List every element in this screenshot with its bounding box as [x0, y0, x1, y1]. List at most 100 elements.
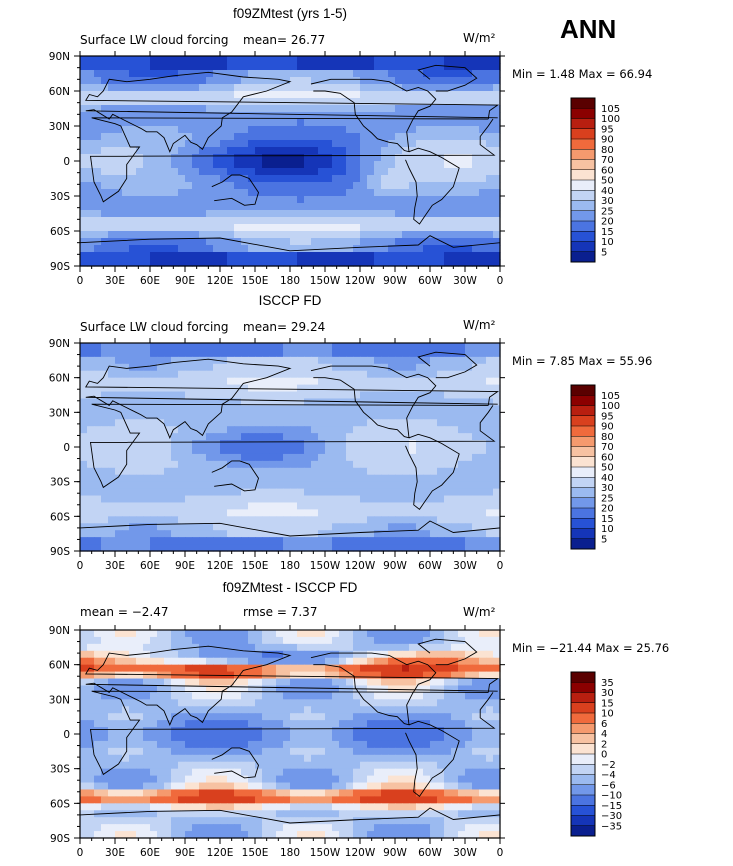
heatmap-cell — [136, 412, 144, 420]
heatmap-cell — [479, 210, 487, 218]
heatmap-cell — [381, 488, 389, 497]
heatmap-cell — [346, 140, 354, 148]
heatmap-cell — [227, 713, 235, 721]
heatmap-cell — [234, 391, 242, 400]
heatmap-cell — [171, 140, 179, 148]
heatmap-cell — [129, 203, 137, 211]
heatmap-cell — [493, 405, 501, 413]
heatmap-cell — [101, 713, 109, 721]
heatmap-cell — [283, 636, 291, 645]
heatmap-cell — [129, 643, 137, 652]
heatmap-cell — [213, 657, 221, 666]
heatmap-cell — [444, 63, 452, 71]
heatmap-cell — [87, 384, 95, 393]
heatmap-cell — [269, 356, 277, 365]
heatmap-cell — [101, 175, 109, 183]
heatmap-cell — [437, 217, 445, 225]
heatmap-cell — [234, 657, 242, 666]
heatmap-cell — [143, 161, 151, 169]
heatmap-cell — [374, 203, 382, 211]
heatmap-cell — [108, 245, 116, 253]
heatmap-cell — [108, 643, 116, 652]
heatmap-cell — [416, 734, 424, 742]
panel-title: ISCCP FD — [259, 293, 322, 308]
coastline — [417, 64, 478, 92]
heatmap-cell — [486, 516, 494, 524]
heatmap-cell — [395, 537, 403, 545]
heatmap-cell — [255, 175, 263, 183]
heatmap-cell — [241, 685, 249, 693]
heatmap-cell — [388, 126, 396, 134]
heatmap-cell — [367, 664, 375, 673]
heatmap-cell — [101, 98, 109, 106]
heatmap-cell — [192, 343, 200, 351]
heatmap-cell — [108, 650, 116, 659]
heatmap-cell — [409, 161, 417, 169]
heatmap-cell — [199, 182, 207, 190]
heatmap-cell — [430, 405, 438, 413]
heatmap-cell — [129, 126, 137, 134]
heatmap-cell — [423, 474, 431, 483]
heatmap-cell — [220, 706, 228, 714]
heatmap-cell — [199, 349, 207, 358]
heatmap-cell — [101, 678, 109, 687]
heatmap-cell — [94, 356, 102, 365]
heatmap-cell — [157, 706, 165, 714]
panel-stat: mean= 26.77 — [243, 33, 325, 47]
heatmap-cell — [276, 537, 284, 545]
heatmap-cell — [311, 245, 319, 253]
heatmap-cell — [493, 643, 501, 652]
heatmap-cell — [311, 56, 319, 64]
heatmap-cell — [451, 363, 459, 372]
heatmap-cell — [94, 98, 102, 106]
heatmap-cell — [136, 426, 144, 434]
heatmap-cell — [220, 363, 228, 372]
heatmap-cell — [479, 133, 487, 141]
heatmap-cell — [367, 175, 375, 183]
heatmap-cell — [129, 720, 137, 728]
heatmap-cell — [353, 245, 361, 253]
heatmap-cell — [234, 343, 242, 351]
heatmap-cell — [290, 657, 298, 666]
heatmap-cell — [360, 217, 368, 225]
heatmap-cell — [339, 488, 347, 497]
heatmap-cell — [136, 488, 144, 497]
heatmap-cell — [381, 657, 389, 666]
heatmap-cell — [276, 740, 284, 749]
heatmap-cell — [101, 692, 109, 700]
heatmap-cell — [465, 636, 473, 645]
heatmap-cell — [227, 630, 235, 638]
heatmap-cell — [367, 217, 375, 225]
heatmap-cell — [171, 671, 179, 680]
heatmap-cell — [199, 650, 207, 659]
heatmap-cell — [472, 650, 480, 659]
heatmap-cell — [479, 495, 487, 504]
heatmap-cell — [283, 426, 291, 434]
heatmap-cell — [416, 363, 424, 372]
heatmap-cell — [451, 231, 459, 239]
heatmap-cell — [129, 747, 137, 756]
heatmap-cell — [248, 196, 256, 204]
heatmap-cell — [227, 238, 235, 246]
heatmap-cell — [395, 259, 403, 267]
heatmap-cell — [234, 147, 242, 155]
heatmap-cell — [381, 182, 389, 190]
heatmap-cell — [339, 426, 347, 434]
heatmap-cell — [136, 537, 144, 545]
heatmap-cell — [129, 453, 137, 462]
heatmap-cell — [381, 467, 389, 476]
heatmap-cell — [255, 126, 263, 134]
heatmap-cell — [451, 502, 459, 510]
heatmap-cell — [178, 706, 186, 714]
heatmap-cell — [374, 706, 382, 714]
heatmap-cell — [297, 740, 305, 749]
heatmap-cell — [94, 56, 102, 64]
heatmap-cell — [318, 544, 326, 552]
heatmap-cell — [367, 245, 375, 253]
heatmap-cell — [269, 453, 277, 462]
heatmap-cell — [290, 740, 298, 749]
heatmap-cell — [416, 720, 424, 728]
heatmap-cell — [444, 734, 452, 742]
heatmap-cell — [304, 440, 312, 448]
heatmap-cell — [199, 189, 207, 197]
